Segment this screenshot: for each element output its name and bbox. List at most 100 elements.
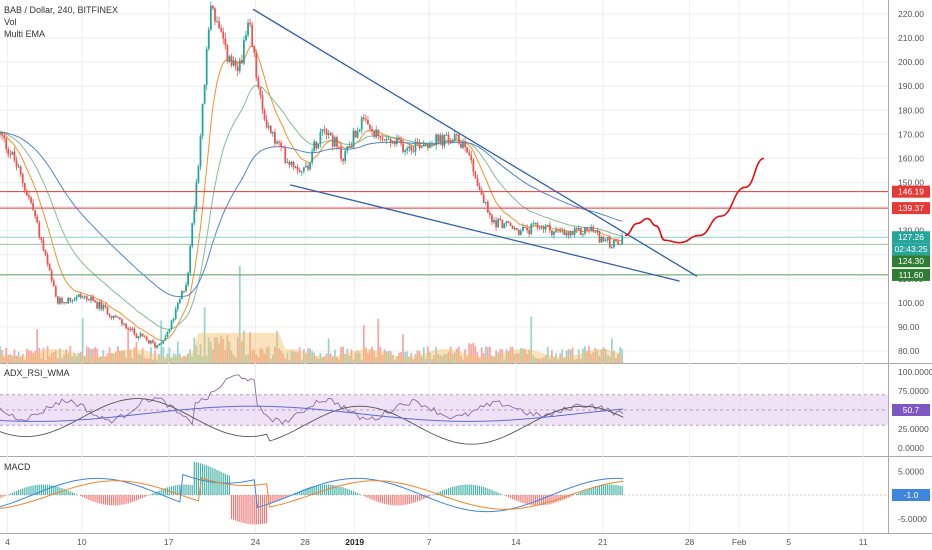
macd-histogram-bar xyxy=(394,495,396,506)
macd-histogram-bar xyxy=(142,495,144,498)
candle-body xyxy=(522,226,524,231)
badge-macd: -1.0 xyxy=(904,490,919,500)
macd-histogram-bar xyxy=(555,495,557,503)
macd-histogram-bar xyxy=(137,495,140,500)
candle-body xyxy=(145,336,148,340)
candle-body xyxy=(548,224,551,231)
macd-histogram-bar xyxy=(113,495,115,506)
volume-bar xyxy=(73,352,76,363)
volume-bar xyxy=(429,352,431,363)
ema-fast-line xyxy=(0,46,623,342)
volume-bar xyxy=(577,349,580,363)
volume-bar xyxy=(17,351,20,363)
volume-bar xyxy=(280,350,283,363)
macd-histogram-bar xyxy=(439,491,441,495)
macd-histogram-bar xyxy=(516,495,518,501)
macd-histogram-bar xyxy=(255,495,257,525)
x-axis-label: 28 xyxy=(685,537,695,547)
macd-histogram-bar xyxy=(154,492,156,495)
candle-body xyxy=(451,140,454,143)
macd-histogram-bar xyxy=(181,484,183,495)
volume-bar xyxy=(46,346,49,363)
candle-body xyxy=(505,221,508,224)
candle-body xyxy=(212,5,214,9)
candle-body xyxy=(340,147,342,159)
badge-124: 124.30 xyxy=(898,256,924,266)
volume-bar xyxy=(598,356,601,363)
volume-bar xyxy=(77,353,80,363)
macd-histogram-bar xyxy=(111,495,113,506)
macd-histogram-bar xyxy=(301,490,303,495)
volume-bar xyxy=(232,354,235,363)
macd-histogram-bar xyxy=(375,495,377,502)
candle-body xyxy=(536,222,539,228)
candle-body xyxy=(19,166,22,175)
candle-body xyxy=(348,145,351,147)
volume-bar xyxy=(141,348,144,363)
macd-histogram-bar xyxy=(185,484,187,495)
volume-bar xyxy=(265,347,268,363)
macd-histogram-bar xyxy=(567,495,570,498)
candle-body xyxy=(218,21,221,29)
macd-histogram-bar xyxy=(402,495,404,506)
candle-body xyxy=(63,302,65,304)
macd-histogram-bar xyxy=(520,495,522,503)
volume-bar xyxy=(189,349,192,363)
legend-symbol: BAB / Dollar, 240, BITFINEX xyxy=(4,5,118,15)
macd-histogram-bar xyxy=(392,495,394,506)
volume-bar xyxy=(439,354,442,363)
volume-bar xyxy=(462,359,464,363)
volume-bar xyxy=(319,353,322,363)
volume-bar xyxy=(292,351,295,363)
macd-histogram-bar xyxy=(483,487,485,495)
volume-bar xyxy=(457,346,460,363)
volume-bar xyxy=(412,359,415,363)
volume-bar xyxy=(199,344,202,363)
volume-bar xyxy=(546,346,549,363)
volume-bar xyxy=(501,349,504,363)
macd-histogram-bar xyxy=(280,495,282,500)
candle-body xyxy=(385,139,388,141)
price-axis-label: 150.00 xyxy=(898,178,924,188)
macd-histogram-bar xyxy=(441,490,443,495)
candle-body xyxy=(445,134,448,136)
macd-histogram-bar xyxy=(1,495,3,498)
candle-body xyxy=(592,226,595,232)
macd-histogram-bar xyxy=(288,495,290,496)
macd-histogram-bar xyxy=(30,485,32,495)
macd-histogram-bar xyxy=(18,490,20,495)
candle-body xyxy=(75,296,78,300)
candle-body xyxy=(222,31,225,39)
volume-bar xyxy=(207,337,210,363)
macd-histogram-bar xyxy=(356,493,359,495)
candle-body xyxy=(491,215,493,223)
candle-body xyxy=(557,229,560,231)
volume-bar xyxy=(453,352,456,363)
macd-histogram-bar xyxy=(433,494,435,495)
volume-bar xyxy=(5,347,8,363)
candle-body xyxy=(621,236,624,245)
macd-histogram-bar xyxy=(385,495,388,505)
macd-histogram-bar xyxy=(419,495,421,501)
candle-body xyxy=(1,132,3,136)
macd-histogram-bar xyxy=(381,495,384,504)
candle-body xyxy=(307,165,309,170)
candle-body xyxy=(69,297,72,301)
candle-body xyxy=(346,146,349,151)
candle-body xyxy=(606,237,609,241)
volume-bar xyxy=(557,359,560,363)
candle-body xyxy=(123,323,125,325)
candle-body xyxy=(528,230,531,235)
price-axis-label: 210.00 xyxy=(898,33,924,43)
macd-histogram-bar xyxy=(499,493,501,495)
volume-bar xyxy=(154,350,156,363)
candle-body xyxy=(205,48,208,85)
volume-bar xyxy=(402,334,404,363)
macd-histogram-bar xyxy=(613,484,615,495)
volume-bar xyxy=(195,345,198,363)
volume-bar xyxy=(579,358,582,363)
candle-body xyxy=(387,138,390,140)
macd-histogram-bar xyxy=(88,495,90,500)
candle-body xyxy=(484,201,487,203)
macd-histogram-bar xyxy=(204,464,206,495)
